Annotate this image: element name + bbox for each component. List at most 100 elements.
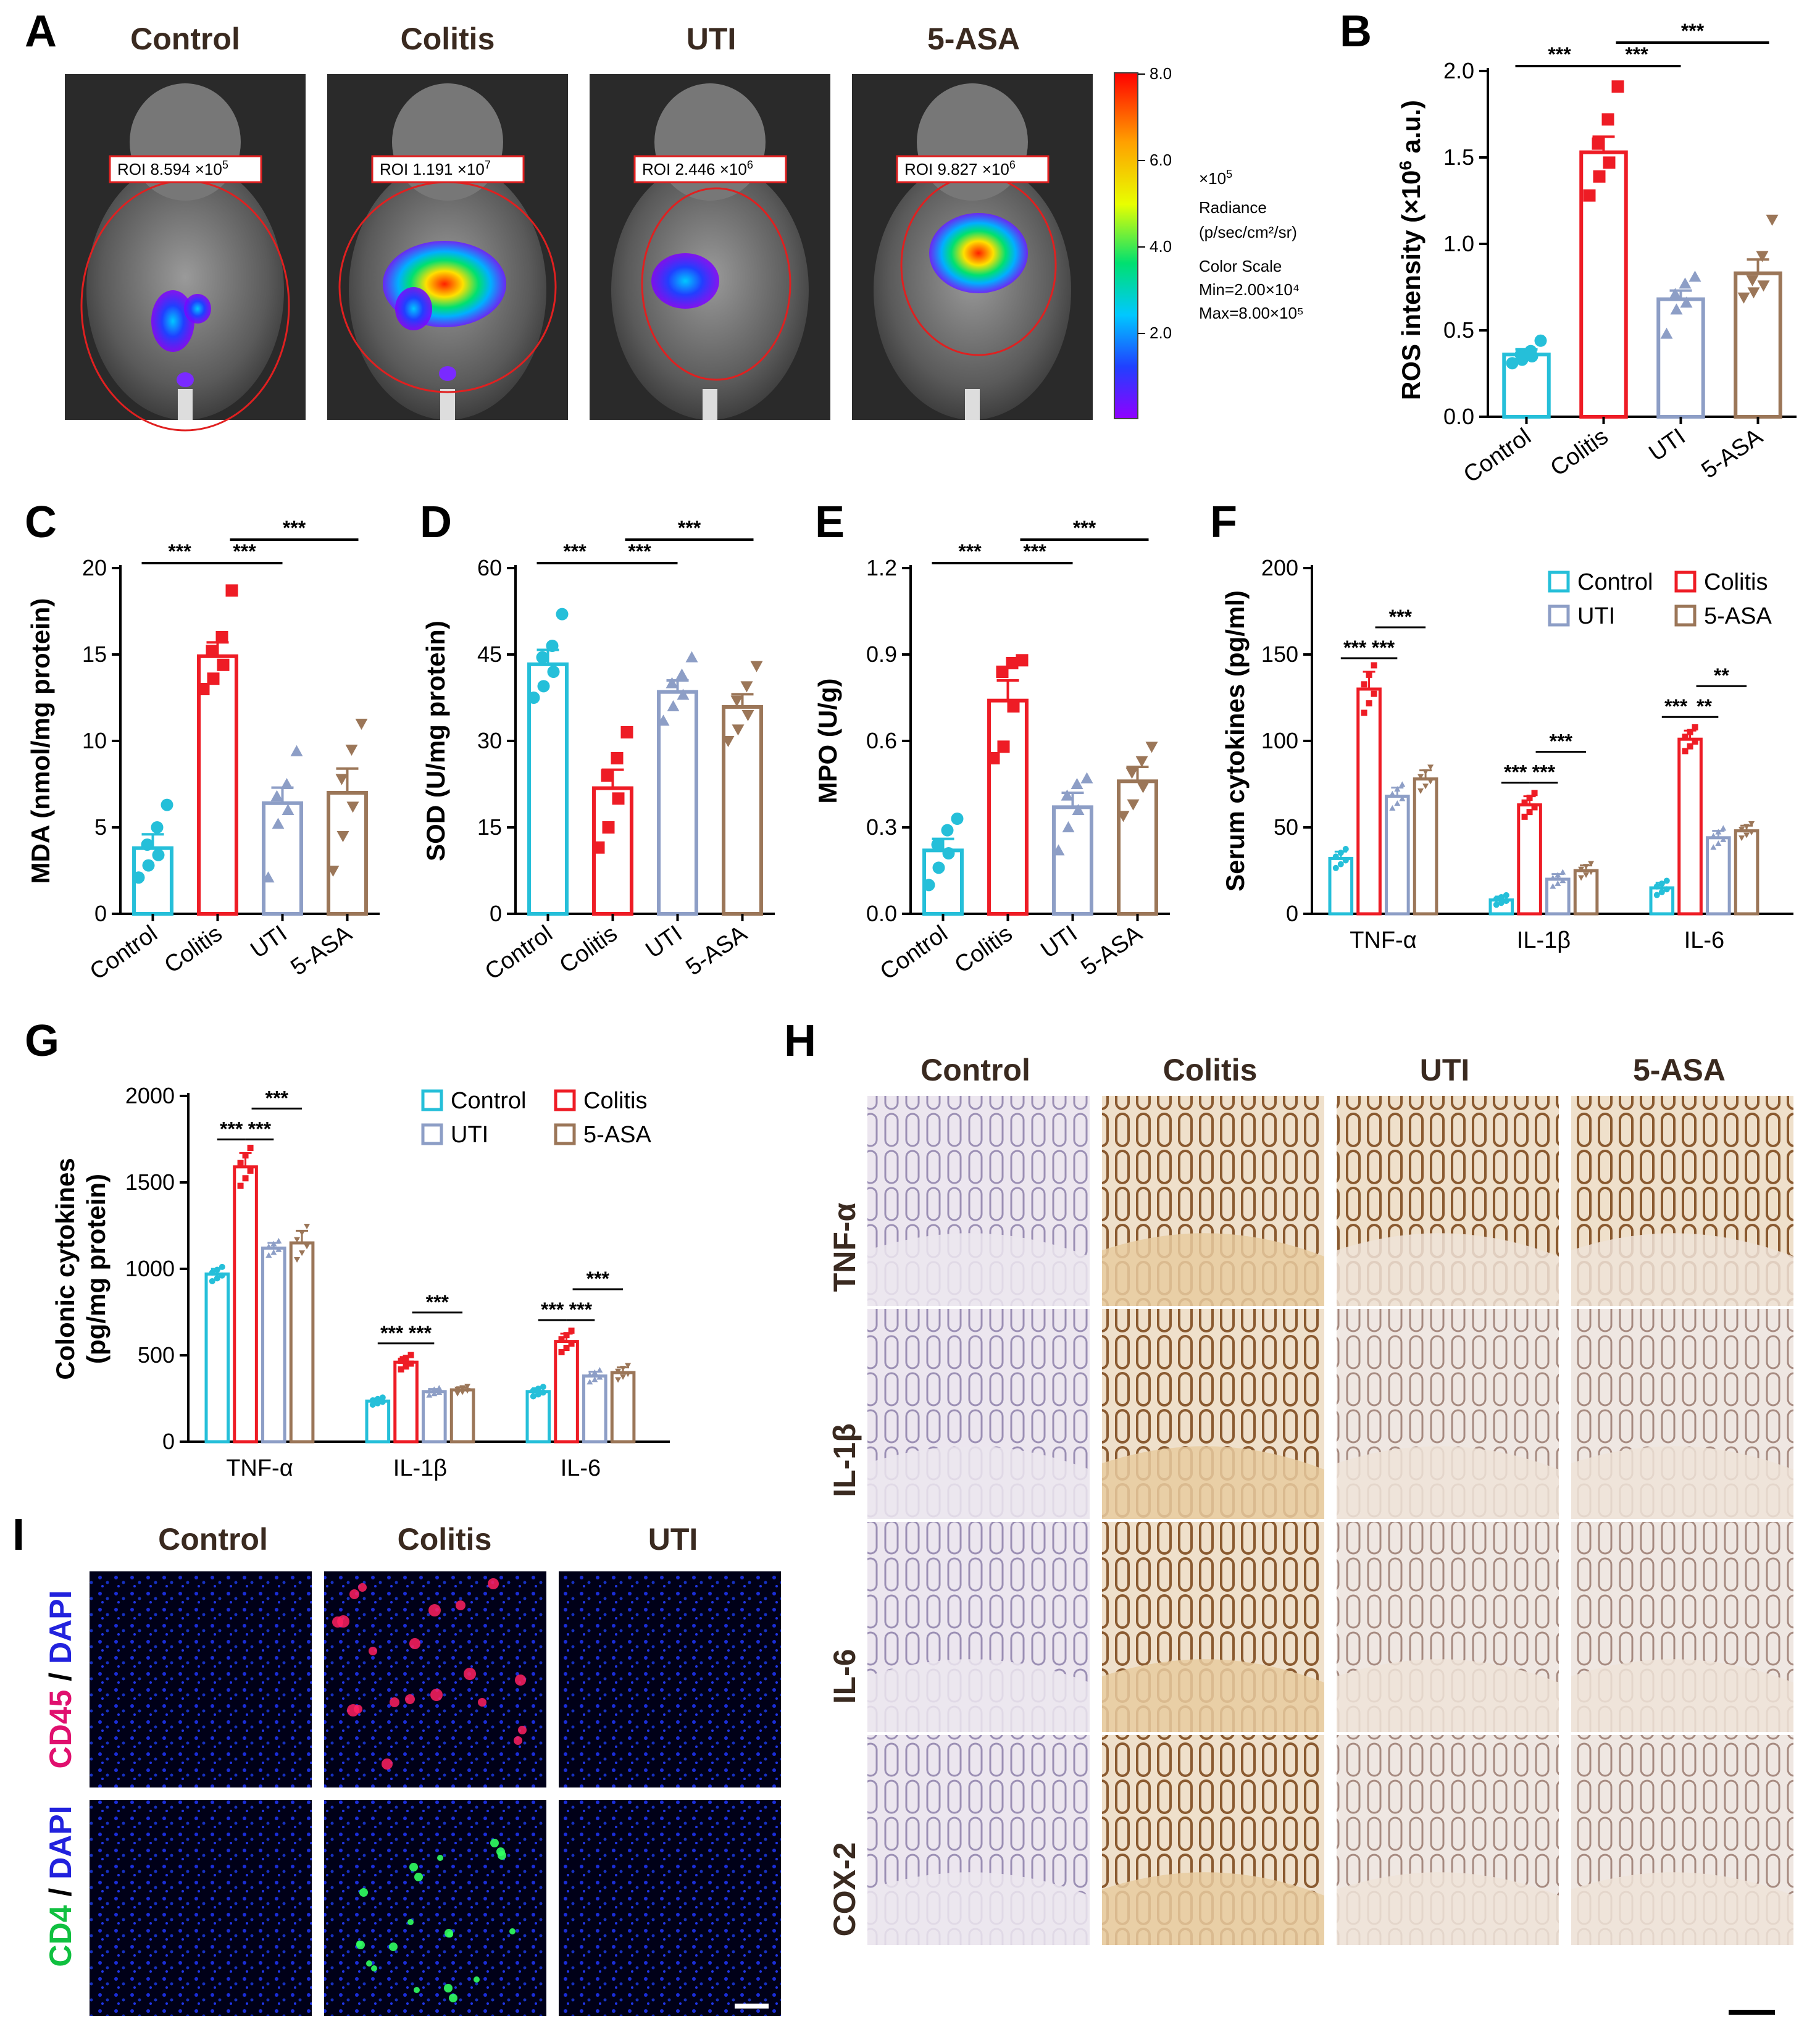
cd45-signal: [349, 1589, 359, 1599]
data-point: [1394, 786, 1401, 792]
colorbar-max: Max=8.00×10⁵: [1199, 304, 1304, 322]
data-point: [596, 1366, 603, 1373]
data-point: [1720, 825, 1727, 831]
data-point: [270, 1240, 277, 1247]
radiance-colorbar: [1114, 72, 1138, 419]
data-point: [209, 1277, 215, 1284]
data-point: [265, 1252, 272, 1258]
x-tick-label: 5-ASA: [682, 921, 753, 981]
data-point: [398, 1357, 404, 1364]
data-point: [615, 1377, 622, 1383]
data-point: [1417, 774, 1424, 780]
data-point: [1080, 772, 1093, 784]
data-point: [369, 1397, 376, 1404]
data-point: [454, 1386, 461, 1392]
if-image-cd4-colitis: [324, 1800, 546, 2016]
x-category-label: IL-6: [1684, 927, 1724, 953]
data-point: [530, 1387, 536, 1394]
cd4-signal: [366, 1960, 372, 1967]
data-point: [997, 740, 1010, 753]
data-point: [1117, 811, 1130, 822]
data-point: [1422, 784, 1429, 790]
data-point: [379, 1394, 386, 1401]
data-point: [1737, 292, 1750, 304]
data-point: [1653, 883, 1660, 890]
data-point: [426, 1387, 433, 1394]
data-point: [563, 1332, 570, 1339]
if-scale-bar: [735, 2004, 769, 2009]
data-point: [620, 1366, 627, 1372]
legend-label: 5-ASA: [583, 1122, 651, 1148]
data-point: [1366, 700, 1372, 707]
data-point: [732, 724, 745, 736]
cd4-signal: [414, 1873, 423, 1881]
data-point: [304, 1224, 311, 1230]
data-point: [132, 871, 145, 884]
data-point: [214, 1266, 220, 1273]
if-row-cd45: CD45 / DAPI: [43, 1591, 78, 1769]
significance-label: ***: [1681, 20, 1705, 42]
bar: [204, 1272, 230, 1444]
data-point: [1578, 866, 1585, 872]
data-point: [1592, 137, 1605, 150]
data-point: [1371, 690, 1377, 697]
ihc-submucosa: [867, 1872, 1090, 1945]
bar: [1413, 777, 1438, 916]
x-tick-label: UTI: [1644, 424, 1690, 467]
data-point: [1493, 901, 1500, 908]
bar-5-asa: [327, 791, 368, 916]
data-point: [1332, 853, 1339, 860]
data-point: [1559, 877, 1566, 884]
x-category-label: IL-1β: [1517, 927, 1571, 953]
ihc-submucosa: [1102, 1659, 1324, 1732]
legend-swatch: [554, 1089, 576, 1111]
y-tick-label: 1500: [125, 1169, 175, 1195]
data-point: [942, 847, 955, 859]
data-point: [207, 672, 220, 685]
x-tick-label: Control: [875, 921, 952, 985]
ihc-submucosa: [867, 1659, 1090, 1732]
data-point: [1498, 900, 1505, 906]
data-point: [1361, 681, 1367, 688]
data-point: [275, 1246, 282, 1252]
data-point: [152, 848, 165, 861]
ihc-col-colitis: Colitis: [1163, 1053, 1258, 1087]
if-image-cd45-control: [90, 1571, 312, 1787]
cd45-signal: [518, 1726, 527, 1734]
data-point: [1653, 892, 1660, 898]
if-col-uti: UTI: [648, 1522, 698, 1557]
data-point: [275, 1237, 282, 1244]
panel-label-e: E: [815, 498, 845, 547]
data-point: [1498, 893, 1505, 900]
data-point: [750, 661, 763, 672]
if-row-cd4: CD4 / DAPI: [43, 1805, 78, 1967]
colorbar-tick-4: 4.0: [1150, 237, 1172, 256]
data-point: [620, 1374, 627, 1380]
data-point: [1715, 840, 1722, 847]
data-point: [217, 658, 230, 671]
roi-box-control: [109, 155, 262, 183]
data-point: [1682, 748, 1689, 755]
bar: [233, 1165, 258, 1444]
data-point: [1332, 864, 1339, 871]
significance-label: ***: [1343, 637, 1367, 659]
data-point: [1743, 824, 1750, 830]
legend-swatch: [1674, 571, 1697, 593]
roi-uti: ROI 2.446 ×106: [642, 159, 753, 178]
data-point: [1531, 804, 1538, 811]
data-point: [987, 752, 1000, 764]
data-point: [1658, 880, 1665, 887]
significance-label: ***: [1664, 695, 1688, 717]
data-point: [299, 1250, 306, 1256]
bar: [610, 1371, 636, 1444]
ihc-row-il6: IL-6: [827, 1649, 862, 1704]
data-point: [1747, 287, 1760, 299]
significance-label: ***: [426, 1291, 449, 1313]
data-point: [1710, 832, 1717, 838]
bar: [261, 1246, 286, 1444]
data-point: [237, 1160, 244, 1166]
data-point: [151, 821, 164, 834]
cd45-signal: [488, 1578, 499, 1589]
